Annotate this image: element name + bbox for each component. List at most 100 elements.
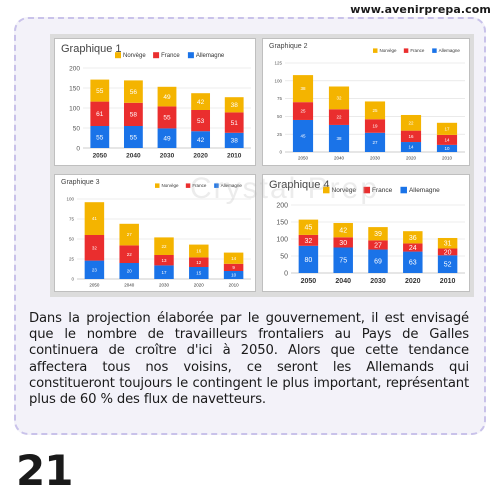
data-label: 9 xyxy=(232,265,235,270)
bar-segment xyxy=(328,124,350,152)
legend-swatch xyxy=(214,183,219,188)
data-label: 55 xyxy=(130,134,138,141)
data-label: 19 xyxy=(372,124,378,129)
data-label: 36 xyxy=(409,235,417,242)
bar-segment xyxy=(437,248,458,256)
bar-segment xyxy=(403,243,423,252)
bar-segment xyxy=(333,247,353,273)
y-tick-label: 100 xyxy=(274,78,282,83)
bar-segment xyxy=(292,75,314,103)
x-tick-label: 2050 xyxy=(89,283,100,288)
x-tick-label: 2040 xyxy=(335,278,351,285)
x-tick-label: 2010 xyxy=(227,153,242,160)
x-tick-label: 2040 xyxy=(334,156,345,161)
chart-title: Graphique 1 xyxy=(61,43,122,55)
data-label: 38 xyxy=(300,86,306,91)
bar-segment xyxy=(154,255,174,266)
bar-segment xyxy=(84,235,105,261)
chart-graphique-4: Graphique 4 0 50 100 150 200 Norvège France All… xyxy=(262,174,470,292)
bar-segment xyxy=(84,202,105,235)
bar-segment xyxy=(298,219,319,235)
data-label: 22 xyxy=(336,115,342,120)
y-tick-label: 100 xyxy=(66,197,74,202)
x-tick-label: 2050 xyxy=(93,153,108,160)
data-label: 17 xyxy=(444,126,450,131)
data-label: 12 xyxy=(196,260,202,265)
legend-label: Norvège xyxy=(380,48,398,53)
y-tick-label: 50 xyxy=(277,114,283,119)
bar-segment xyxy=(292,119,314,152)
charts-image: Graphique 1 0 50 100 150 200 Norvège France All… xyxy=(50,34,474,297)
x-tick-label: 2020 xyxy=(194,283,205,288)
data-label: 38 xyxy=(231,102,239,109)
data-label: 38 xyxy=(336,136,342,141)
data-label: 41 xyxy=(92,216,98,221)
data-label: 42 xyxy=(197,137,205,144)
data-label: 51 xyxy=(231,120,239,127)
x-tick-label: 2030 xyxy=(370,278,386,285)
data-label: 17 xyxy=(161,270,167,275)
data-label: 53 xyxy=(197,118,205,125)
bar-segment xyxy=(400,130,422,143)
x-tick-label: 2050 xyxy=(301,278,317,285)
bar-segment xyxy=(298,245,319,273)
chart-title: Graphique 3 xyxy=(61,179,100,186)
bar-segment xyxy=(223,263,244,271)
data-label: 32 xyxy=(305,238,313,245)
y-tick-label: 25 xyxy=(277,132,283,137)
data-label: 45 xyxy=(305,225,313,232)
data-label: 75 xyxy=(339,258,347,265)
bar-segment xyxy=(436,134,458,145)
chart-title: Graphique 4 xyxy=(269,179,330,191)
bar-segment xyxy=(364,101,386,120)
data-label: 14 xyxy=(408,145,414,150)
y-tick-label: 0 xyxy=(279,150,282,155)
legend-swatch xyxy=(323,186,330,194)
y-tick-label: 50 xyxy=(280,253,288,260)
data-label: 13 xyxy=(161,258,167,263)
bar-segment xyxy=(119,223,139,246)
bar-segment xyxy=(123,126,143,148)
y-tick-label: 100 xyxy=(69,105,80,112)
bar-segment xyxy=(191,110,211,132)
data-label: 55 xyxy=(96,134,104,141)
bar-segment xyxy=(368,240,388,250)
bar-segment xyxy=(364,119,386,133)
y-tick-label: 75 xyxy=(69,217,75,222)
bar-segment xyxy=(403,251,423,273)
data-label: 38 xyxy=(231,138,239,145)
data-label: 27 xyxy=(372,140,378,145)
bar-segment xyxy=(90,126,110,148)
y-tick-label: 0 xyxy=(76,145,80,152)
bar-segment xyxy=(368,227,388,241)
bar-segment xyxy=(123,102,143,126)
data-label: 32 xyxy=(92,245,98,250)
data-label: 61 xyxy=(96,111,104,118)
data-label: 30 xyxy=(339,240,347,247)
chart-graphique-3: Graphique 3 0 25 50 75 100 Norvège France Allem… xyxy=(54,174,256,292)
x-tick-label: 2040 xyxy=(124,283,135,288)
data-label: 23 xyxy=(92,267,98,272)
data-label: 22 xyxy=(161,244,167,249)
bar-segment xyxy=(437,255,458,273)
chart-svg: 0 25 50 75 100 125 Norvège France Allemagne 45 25 3… xyxy=(274,48,465,161)
y-tick-label: 150 xyxy=(69,85,80,92)
x-tick-label: 2050 xyxy=(298,156,309,161)
data-label: 49 xyxy=(163,135,171,142)
data-label: 14 xyxy=(231,256,237,261)
bar-segment xyxy=(400,142,422,152)
legend-swatch xyxy=(400,186,407,194)
bar-segment xyxy=(191,131,211,148)
data-label: 80 xyxy=(305,257,313,264)
legend-label: France xyxy=(372,187,393,194)
data-label: 16 xyxy=(408,134,414,139)
y-tick-label: 25 xyxy=(69,257,75,262)
legend-swatch xyxy=(185,183,191,188)
data-label: 22 xyxy=(127,252,133,257)
legend-swatch xyxy=(115,52,121,59)
chart-graphique-2: Graphique 2 0 25 50 75 100 125 Norvège France Al… xyxy=(262,38,470,166)
body-paragraph: Dans la projection élaborée par le gouve… xyxy=(29,311,469,408)
chart-title: Graphique 2 xyxy=(269,43,308,50)
data-label: 42 xyxy=(339,228,347,235)
data-label: 20 xyxy=(444,249,452,256)
